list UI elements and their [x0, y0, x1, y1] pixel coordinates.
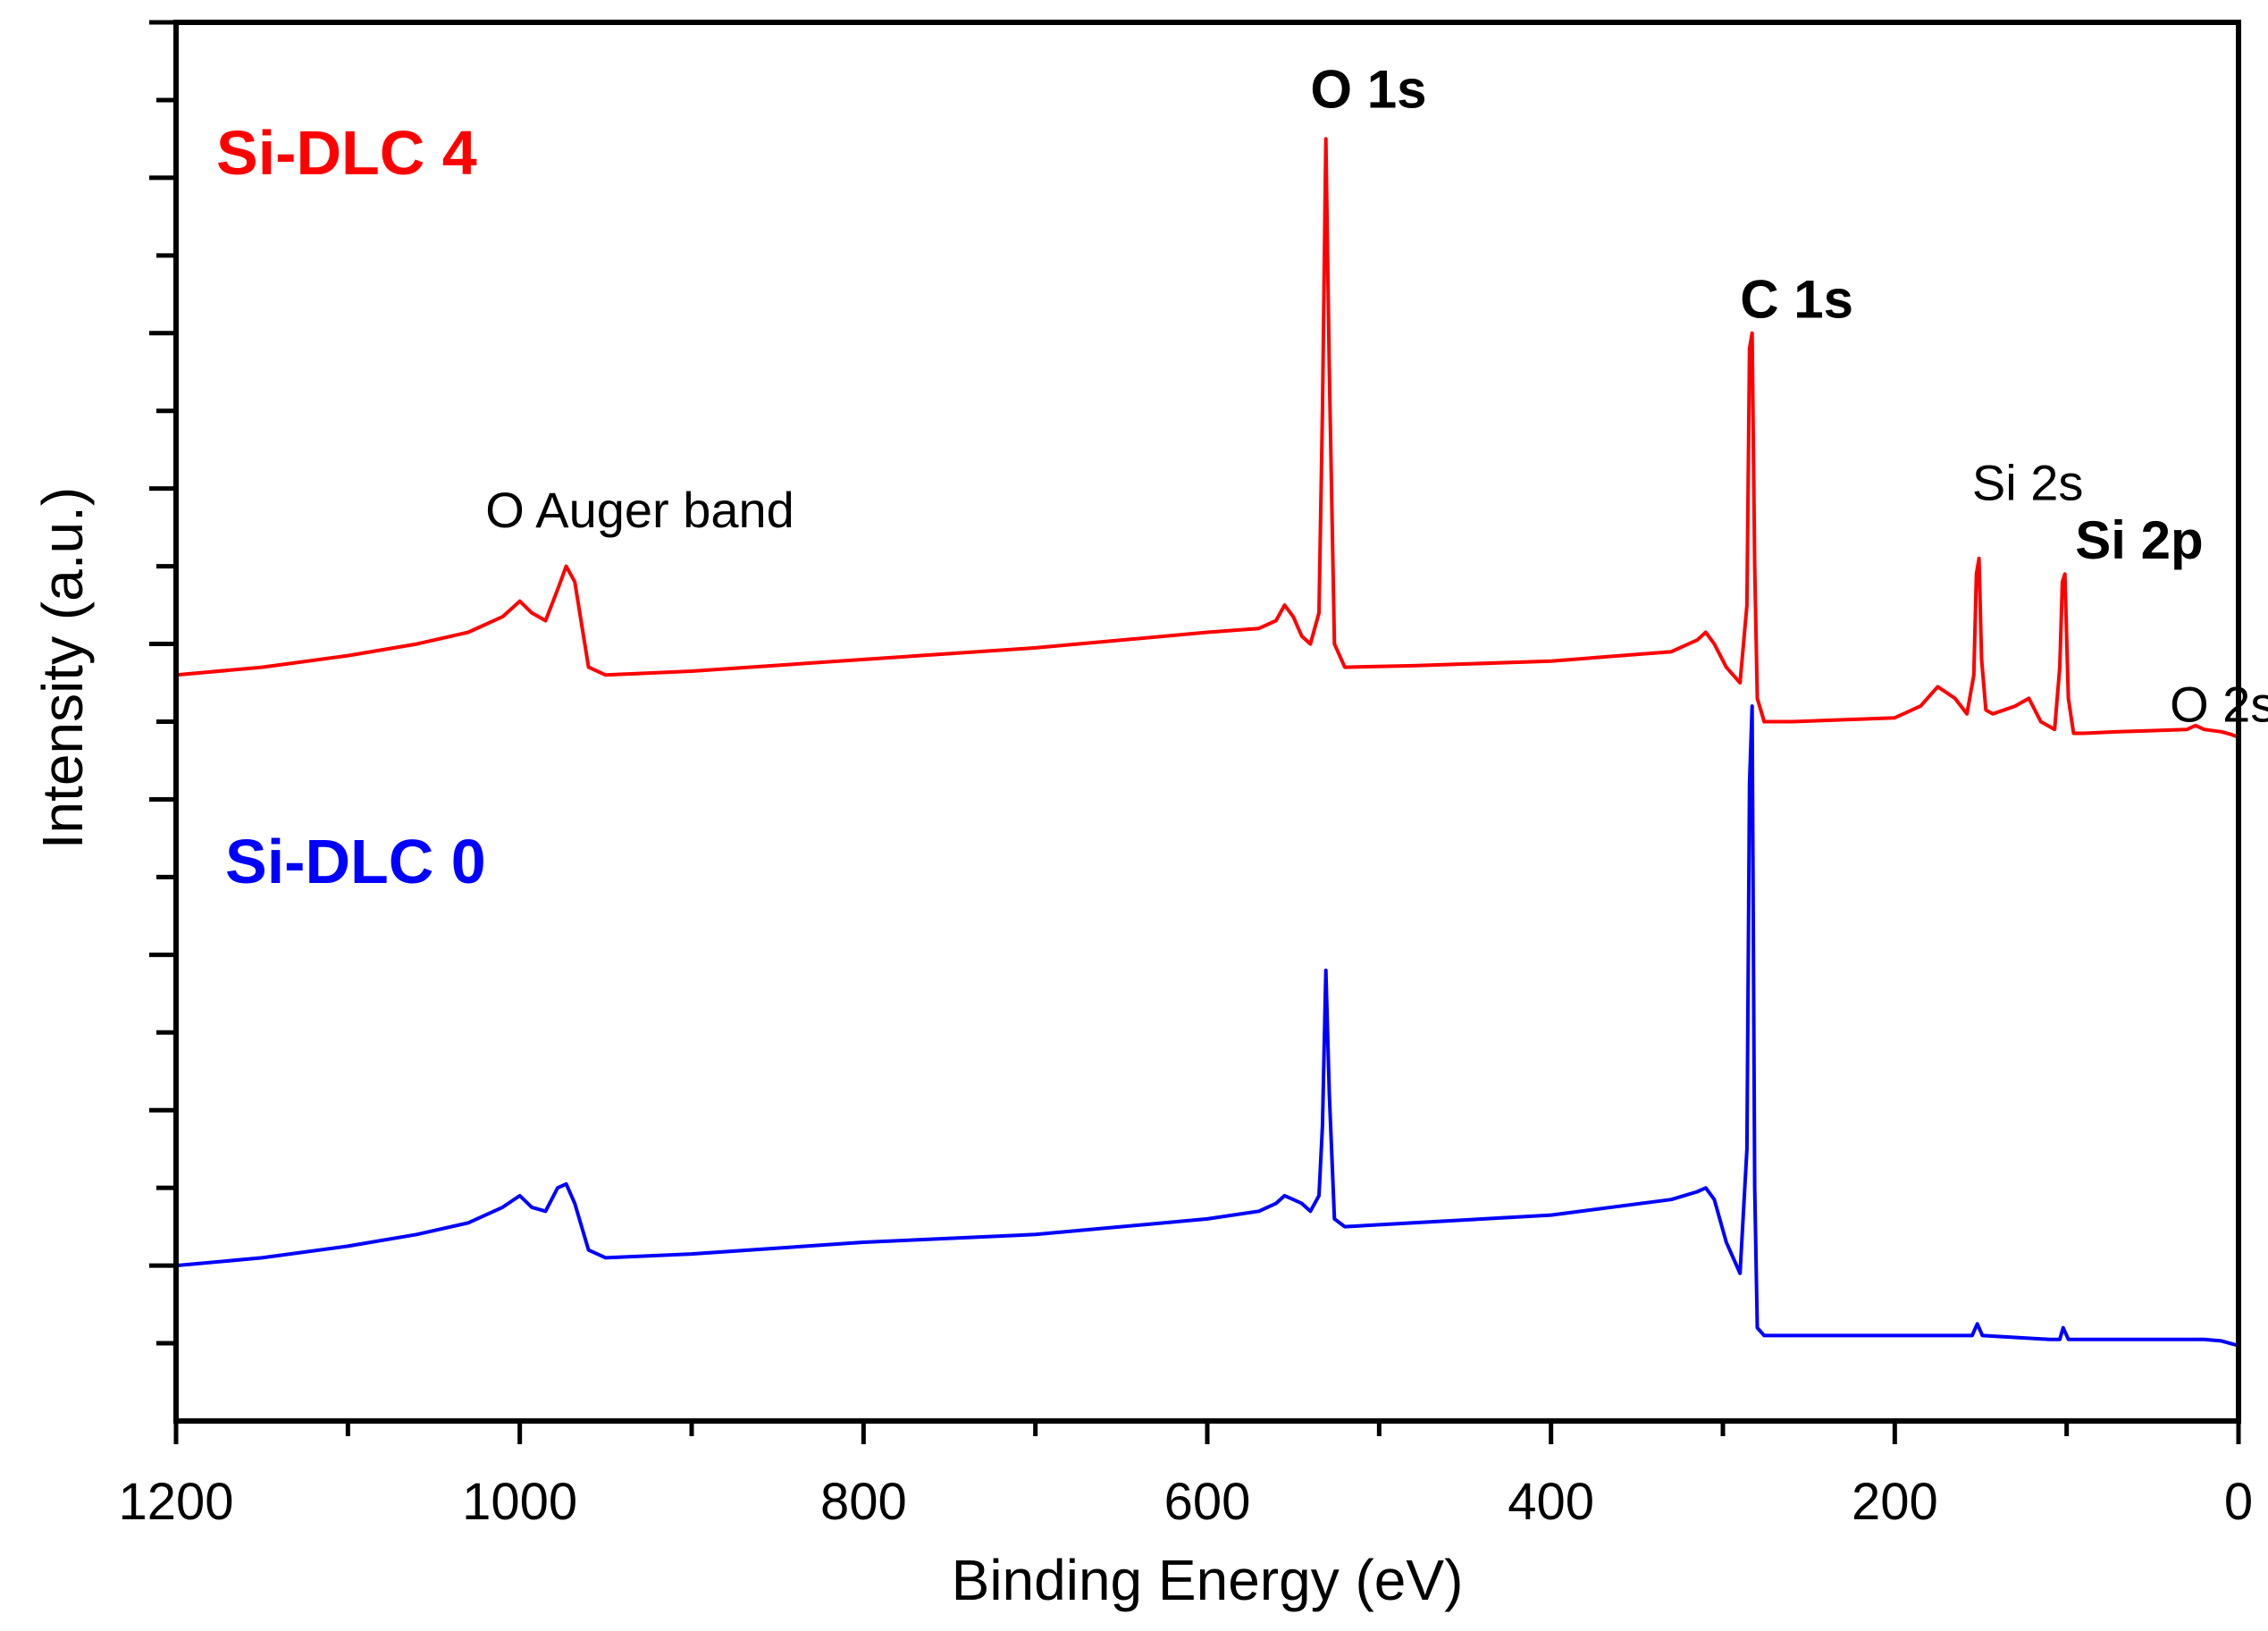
- plot-frame: [173, 20, 2241, 1424]
- series-label-si-dlc-4: Si-DLC 4: [216, 118, 477, 188]
- series-line-si-dlc-0: [175, 704, 2239, 1348]
- peak-annotation: Si 2p: [2075, 510, 2203, 570]
- peak-annotation: O Auger band: [485, 482, 794, 538]
- series-label-si-dlc-0: Si-DLC 0: [225, 827, 486, 896]
- peak-annotation: C 1s: [1740, 269, 1853, 329]
- labels-layer: 1200 1000 800 600 400 200 0 Binding Energy (eV)…: [30, 60, 2268, 1612]
- x-axis-title: Binding Energy (eV): [952, 1548, 1464, 1612]
- ticks-layer: [149, 20, 2241, 1444]
- peak-annotation: O 2s: [2170, 677, 2268, 733]
- x-tick-label: 1200: [118, 1473, 233, 1531]
- x-tick-label: 600: [1164, 1473, 1251, 1531]
- x-tick-label: 1000: [462, 1473, 577, 1531]
- x-tick-label: 800: [820, 1473, 907, 1531]
- x-tick-label: 0: [2224, 1473, 2253, 1531]
- x-tick-label: 200: [1852, 1473, 1938, 1531]
- peak-annotation: Si 2s: [1972, 455, 2084, 511]
- peak-annotation: O 1s: [1310, 60, 1426, 120]
- series-layer: [175, 137, 2239, 1348]
- y-axis-title: Intensity (a.u.): [30, 487, 95, 850]
- x-tick-label: 400: [1508, 1473, 1594, 1531]
- series-line-si-dlc-4: [175, 137, 2239, 739]
